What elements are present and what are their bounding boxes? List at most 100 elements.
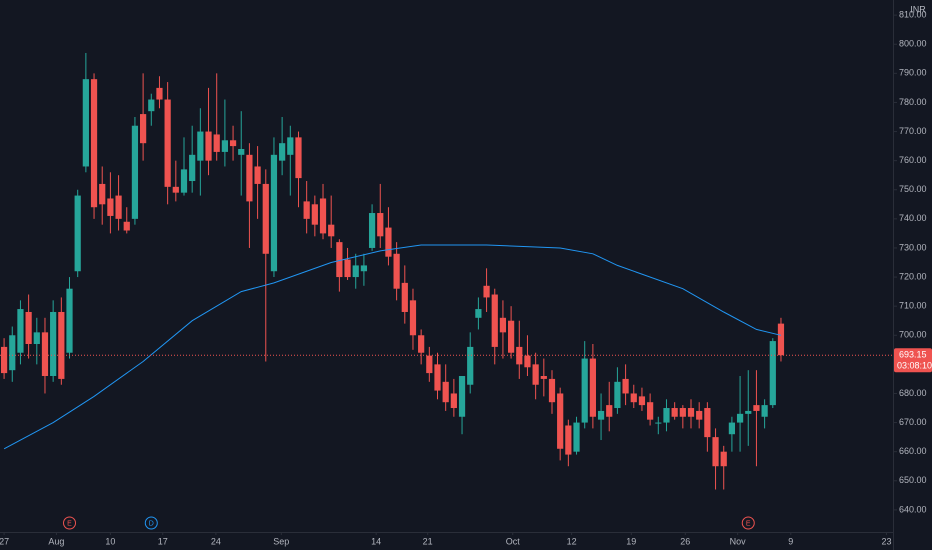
y-tick-label: 650.00 [899, 475, 927, 485]
candle-body [679, 408, 686, 417]
candle-body [687, 408, 695, 417]
candle-body [74, 195, 81, 272]
candle-body [507, 320, 515, 353]
candle-body [418, 335, 425, 353]
x-tick-label: 17 [158, 536, 168, 546]
y-tick-label: 670.00 [899, 417, 927, 427]
candle-body [156, 87, 163, 100]
y-tick-label: 750.00 [899, 184, 927, 194]
y-tick-label: 720.00 [899, 271, 927, 281]
candle-body [745, 410, 752, 414]
y-tick-label: 680.00 [899, 388, 927, 398]
event-marker [741, 516, 755, 530]
candle-body [401, 282, 408, 312]
candle-body [769, 341, 776, 406]
candle-body [499, 317, 507, 333]
candle-body [385, 227, 392, 257]
candle-body [606, 405, 613, 417]
candle-body [442, 381, 449, 403]
candle-body [696, 410, 703, 420]
candle-body [90, 79, 98, 208]
candle-body [450, 393, 457, 409]
x-tick-label: 21 [423, 536, 433, 546]
y-tick-label: 790.00 [899, 68, 927, 78]
candle-body [483, 285, 490, 298]
event-marker [63, 516, 77, 530]
last-price-label: 693.15 [899, 350, 927, 360]
y-tick-label: 730.00 [899, 242, 927, 252]
candle-body [777, 323, 785, 356]
candle-body [638, 396, 646, 406]
candle-body [426, 355, 433, 374]
candle-body [712, 437, 719, 467]
y-tick-label: 640.00 [899, 504, 927, 514]
candle-body [287, 137, 294, 155]
candle-body [360, 265, 368, 272]
candle-body [148, 99, 155, 112]
candle-body [736, 413, 744, 423]
candle-body [58, 311, 65, 379]
x-tick-label: Oct [506, 536, 521, 546]
candle-body [303, 201, 310, 219]
event-marker [144, 516, 158, 530]
y-tick-label: 810.00 [899, 10, 927, 20]
x-tick-label: Aug [48, 536, 64, 546]
candle-body [728, 422, 736, 435]
candle-body [647, 402, 654, 420]
candle-body [99, 183, 106, 205]
candle-body [467, 346, 474, 385]
candle-body [262, 183, 269, 254]
candle-body [319, 198, 327, 234]
candle-body [671, 408, 678, 417]
candle-body [761, 405, 768, 417]
x-tick-label: 19 [626, 536, 636, 546]
candle-body [663, 408, 670, 423]
candle-body [328, 224, 335, 237]
candle-body [270, 154, 278, 272]
candle-body [180, 169, 188, 193]
candle-body [548, 378, 556, 403]
candle-body [221, 140, 228, 152]
candle-body [238, 149, 245, 155]
candle-body [720, 451, 727, 467]
candle-body [9, 335, 16, 371]
currency-label: INR [910, 4, 926, 14]
y-tick-label: 800.00 [899, 39, 927, 49]
candle-body [50, 311, 57, 377]
candle-body [622, 378, 629, 394]
y-tick-label: 700.00 [899, 330, 927, 340]
x-tick-label: 14 [371, 536, 381, 546]
candle-body [589, 358, 596, 417]
candle-body [254, 166, 261, 184]
candle-body [115, 195, 122, 219]
candle-body [753, 405, 760, 411]
candle-body [140, 114, 147, 144]
last-price-box [894, 348, 932, 373]
y-tick-label: 660.00 [899, 446, 927, 456]
x-tick-label: 27 [0, 536, 9, 546]
y-tick-label: 770.00 [899, 126, 927, 136]
candle-body [189, 154, 196, 182]
candle-body [377, 213, 384, 237]
candle-body [393, 253, 400, 289]
event-label: D [149, 520, 154, 527]
y-tick-label: 710.00 [899, 301, 927, 311]
candle-body [491, 294, 498, 347]
candle-body [41, 332, 49, 377]
candle-body [655, 422, 662, 424]
candle-body [352, 265, 359, 278]
candle-body [475, 309, 482, 318]
candle-body [33, 332, 40, 344]
candle-body [458, 376, 466, 417]
x-tick-label: Nov [730, 536, 747, 546]
event-label: E [746, 520, 751, 527]
candle-body [573, 422, 580, 452]
candle-body [434, 364, 441, 391]
candle-body [311, 204, 318, 225]
candle-body [123, 221, 130, 231]
candle-body [368, 213, 376, 248]
candle-body [17, 309, 24, 353]
candle-body [597, 410, 605, 420]
